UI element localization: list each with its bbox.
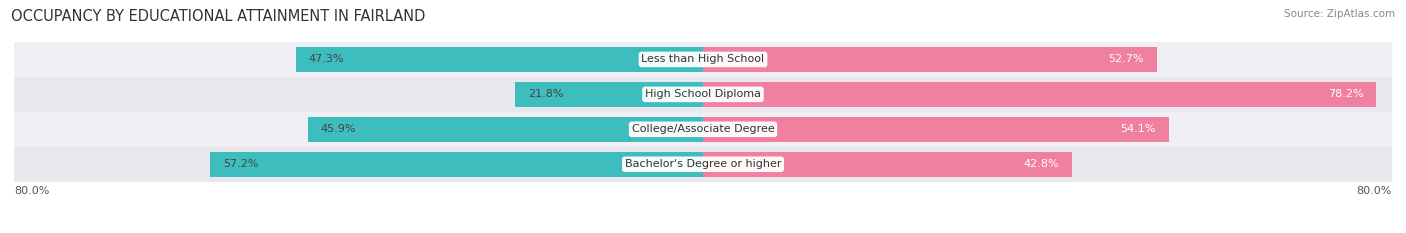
Bar: [703, 152, 1071, 177]
Bar: [14, 77, 1392, 112]
Text: 42.8%: 42.8%: [1024, 159, 1059, 169]
Bar: [515, 82, 703, 107]
Text: 45.9%: 45.9%: [321, 124, 356, 134]
Text: 47.3%: 47.3%: [308, 55, 344, 64]
Bar: [14, 147, 1392, 182]
Text: 57.2%: 57.2%: [224, 159, 259, 169]
Text: 80.0%: 80.0%: [14, 186, 49, 196]
Text: High School Diploma: High School Diploma: [645, 89, 761, 99]
Bar: [308, 117, 703, 142]
Text: 21.8%: 21.8%: [529, 89, 564, 99]
Text: 54.1%: 54.1%: [1121, 124, 1156, 134]
Text: 78.2%: 78.2%: [1327, 89, 1364, 99]
Bar: [295, 47, 703, 72]
Bar: [703, 47, 1157, 72]
Text: OCCUPANCY BY EDUCATIONAL ATTAINMENT IN FAIRLAND: OCCUPANCY BY EDUCATIONAL ATTAINMENT IN F…: [11, 9, 426, 24]
Bar: [703, 82, 1376, 107]
Text: 52.7%: 52.7%: [1108, 55, 1144, 64]
Text: Source: ZipAtlas.com: Source: ZipAtlas.com: [1284, 9, 1395, 19]
Text: Less than High School: Less than High School: [641, 55, 765, 64]
Text: College/Associate Degree: College/Associate Degree: [631, 124, 775, 134]
Bar: [14, 42, 1392, 77]
Bar: [703, 117, 1168, 142]
Text: Bachelor's Degree or higher: Bachelor's Degree or higher: [624, 159, 782, 169]
Text: 80.0%: 80.0%: [1357, 186, 1392, 196]
Bar: [14, 112, 1392, 147]
Bar: [211, 152, 703, 177]
